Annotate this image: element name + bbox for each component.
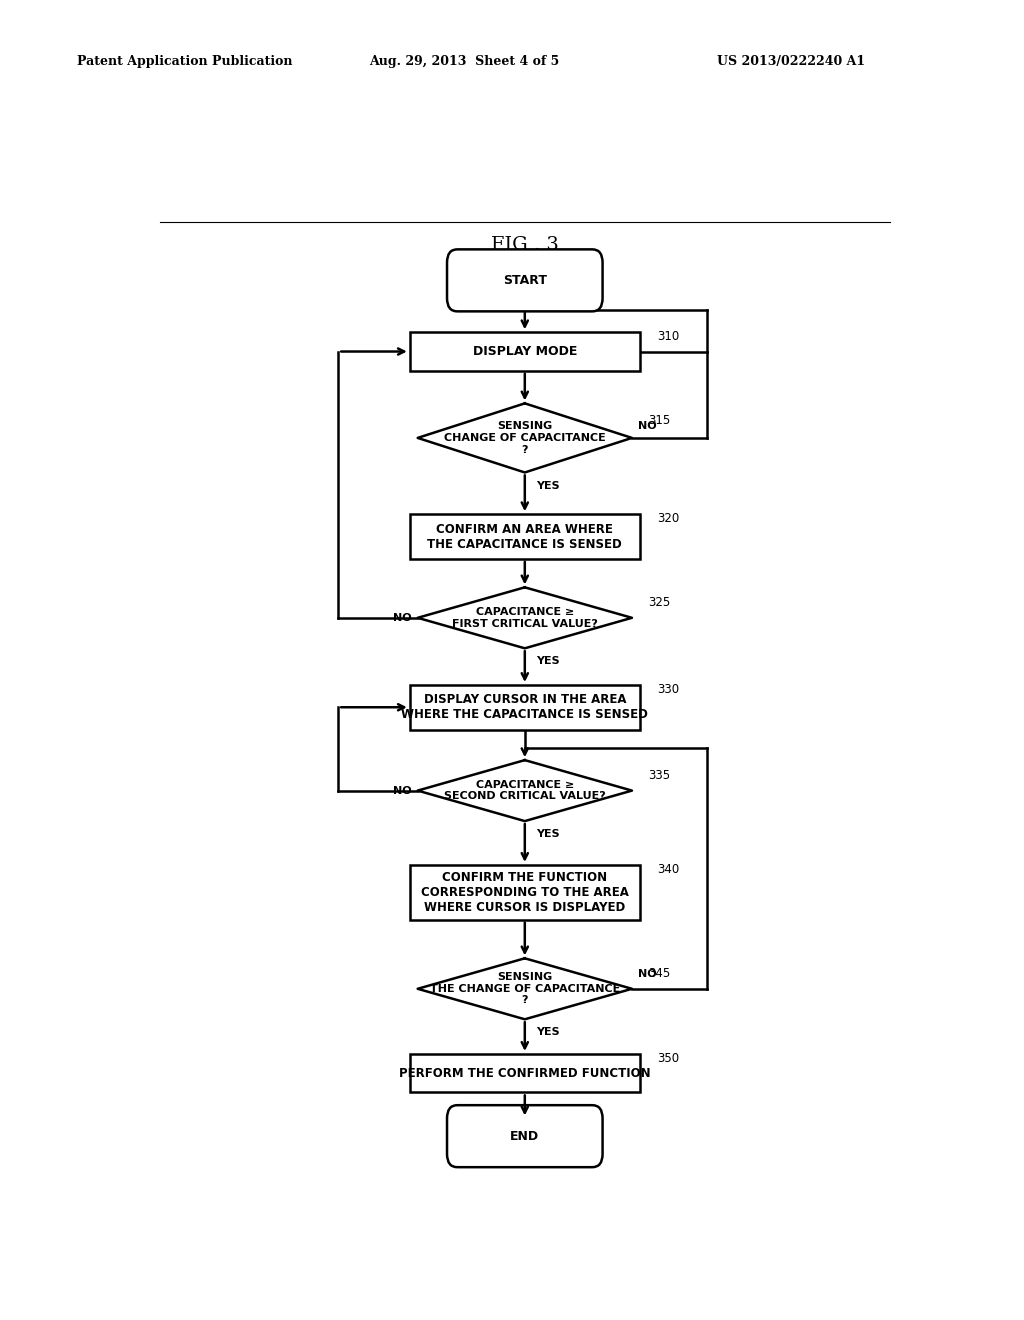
Bar [410, 333, 640, 371]
Text: SENSING
THE CHANGE OF CAPACITANCE
?: SENSING THE CHANGE OF CAPACITANCE ? [430, 973, 620, 1006]
Text: 315: 315 [648, 414, 670, 428]
Text: 350: 350 [657, 1052, 680, 1065]
Text: DISPLAY MODE: DISPLAY MODE [473, 345, 577, 358]
Text: NO: NO [392, 612, 412, 623]
Text: 320: 320 [657, 512, 680, 525]
Text: DISPLAY CURSOR IN THE AREA
WHERE THE CAPACITANCE IS SENSED: DISPLAY CURSOR IN THE AREA WHERE THE CAP… [401, 693, 648, 721]
Text: 335: 335 [648, 768, 670, 781]
Text: CAPACITANCE ≥
FIRST CRITICAL VALUE?: CAPACITANCE ≥ FIRST CRITICAL VALUE? [452, 607, 598, 628]
Text: NO: NO [392, 785, 412, 796]
Text: 310: 310 [657, 330, 680, 343]
Text: Aug. 29, 2013  Sheet 4 of 5: Aug. 29, 2013 Sheet 4 of 5 [369, 55, 559, 69]
Polygon shape [418, 404, 632, 473]
Text: YES: YES [536, 1027, 559, 1038]
Text: SENSING
CHANGE OF CAPACITANCE
?: SENSING CHANGE OF CAPACITANCE ? [444, 421, 605, 454]
Bar [410, 865, 640, 920]
Text: NO: NO [638, 421, 657, 430]
Text: YES: YES [536, 829, 559, 840]
Text: US 2013/0222240 A1: US 2013/0222240 A1 [717, 55, 865, 69]
FancyBboxPatch shape [447, 1105, 602, 1167]
Text: Patent Application Publication: Patent Application Publication [77, 55, 292, 69]
Text: END: END [510, 1130, 540, 1143]
Polygon shape [418, 760, 632, 821]
Bar [410, 1053, 640, 1093]
Text: YES: YES [536, 480, 559, 491]
Bar [410, 515, 640, 558]
Text: 330: 330 [657, 682, 680, 696]
Polygon shape [418, 958, 632, 1019]
Polygon shape [418, 587, 632, 648]
Text: CONFIRM THE FUNCTION
CORRESPONDING TO THE AREA
WHERE CURSOR IS DISPLAYED: CONFIRM THE FUNCTION CORRESPONDING TO TH… [421, 871, 629, 913]
Text: 325: 325 [648, 597, 670, 609]
Text: 340: 340 [657, 863, 680, 875]
Text: PERFORM THE CONFIRMED FUNCTION: PERFORM THE CONFIRMED FUNCTION [399, 1067, 650, 1080]
Text: FIG . 3: FIG . 3 [490, 236, 559, 253]
Text: YES: YES [536, 656, 559, 667]
Text: CAPACITANCE ≥
SECOND CRITICAL VALUE?: CAPACITANCE ≥ SECOND CRITICAL VALUE? [444, 780, 605, 801]
Text: NO: NO [638, 969, 657, 978]
Text: START: START [503, 273, 547, 286]
FancyBboxPatch shape [447, 249, 602, 312]
Text: 345: 345 [648, 968, 670, 979]
Bar [410, 685, 640, 730]
Text: CONFIRM AN AREA WHERE
THE CAPACITANCE IS SENSED: CONFIRM AN AREA WHERE THE CAPACITANCE IS… [427, 523, 623, 550]
